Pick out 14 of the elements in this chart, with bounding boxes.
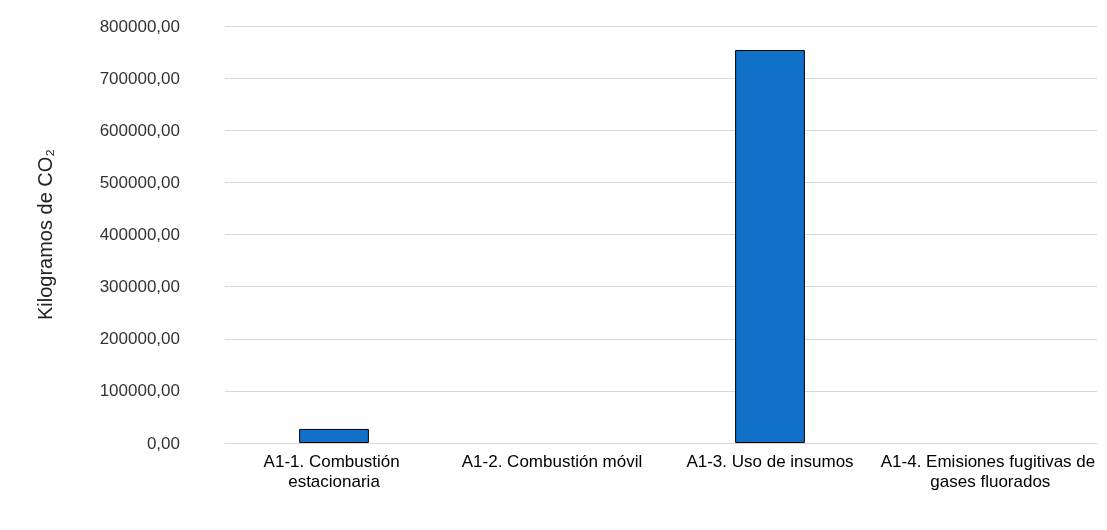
y-tick-label: 400000,00 [99,225,180,244]
y-tick-label: 700000,00 [99,68,180,88]
x-tick-label: A1-3. Uso de insumos [686,451,854,471]
x-tick-label: A1-2. Combustión móvil [461,451,643,471]
y-tick-label: 0,00 [146,433,180,453]
x-tick-label: A1-1. Combustión estacionaria [263,451,405,491]
y-tick-label: 300000,00 [99,277,180,297]
x-tick-label: A1-4. Emisiones fugitivas de gases fluorados [880,451,1096,491]
y-tick-label: 500000,00 [99,172,180,192]
y-axis-title: Kilogramos de CO₂ [34,148,56,321]
y-tick-label: 600000,00 [99,120,180,140]
y-tick-label: 200000,00 [99,329,180,349]
y-tick-label: 100000,00 [99,381,180,401]
y-tick-label: 800000,00 [99,16,180,36]
